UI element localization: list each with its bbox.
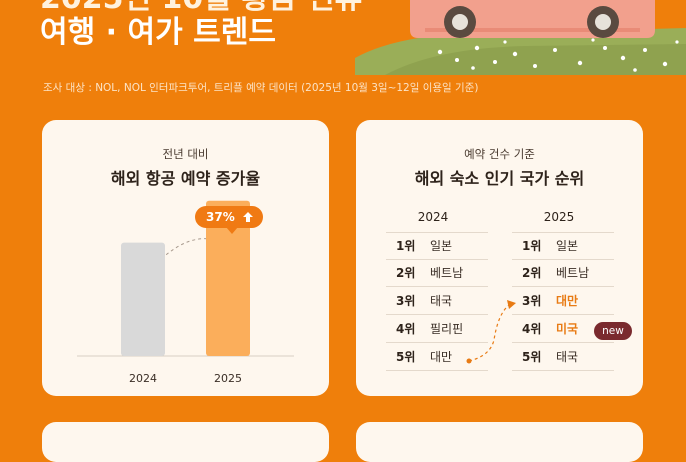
survey-source-note: 조사 대상 : NOL, NOL 인터파크투어, 트리플 예약 데이터 (202… <box>43 82 479 94</box>
rank-country: 필리핀 <box>430 322 464 336</box>
rank-year-2024: 2024 <box>417 210 449 224</box>
growth-percent-badge: 37% <box>195 206 263 228</box>
rank-country: 베트남 <box>430 266 464 280</box>
bar-label-2024: 2024 <box>129 372 157 385</box>
rank-country: 베트남 <box>556 266 590 280</box>
bottom-left-card <box>42 422 329 462</box>
rank-number: 3위 <box>522 294 542 308</box>
flight-growth-bar-chart: 2024 2025 <box>77 200 294 385</box>
flight-card-title: 해외 항공 예약 증가율 <box>110 169 261 188</box>
rank-country: 일본 <box>430 239 453 253</box>
badge-pointer <box>226 227 238 234</box>
rank-number: 4위 <box>396 322 416 336</box>
rank-row: 1위 일본 <box>386 232 488 260</box>
rank-number: 1위 <box>522 239 542 253</box>
rank-change-arrow <box>466 300 516 364</box>
rank-country: 대만 <box>556 294 579 308</box>
rank-number: 4위 <box>522 322 542 336</box>
rank-year-2025: 2025 <box>543 210 575 224</box>
up-arrow-icon <box>243 212 253 222</box>
bottom-right-card <box>356 422 643 462</box>
car-meadow-illustration <box>355 0 686 75</box>
rank-row: 4위 필리핀 <box>386 316 488 343</box>
rank-row: 3위 태국 <box>386 288 488 315</box>
flight-growth-card: 전년 대비 해외 항공 예약 증가율 2024 2025 37% <box>42 120 329 396</box>
hotel-card-title: 해외 숙소 인기 국가 순위 <box>414 169 585 188</box>
hero-title-line1: 2025년 10월 황금 연휴 <box>40 0 362 16</box>
hotel-ranking-card: 예약 건수 기준 해외 숙소 인기 국가 순위 2024 1위 일본 2위 베트남 3위 태… <box>356 120 643 396</box>
rank-number: 3위 <box>396 294 416 308</box>
rank-row: 5위 태국 <box>512 344 614 371</box>
rank-number: 5위 <box>522 350 542 364</box>
rank-number: 1위 <box>396 239 416 253</box>
bar-2024 <box>121 242 165 356</box>
rank-number: 5위 <box>396 350 416 364</box>
rank-row: 5위 대만 <box>386 344 488 371</box>
rank-row: 4위 미국 <box>512 316 614 343</box>
flight-card-subtitle: 전년 대비 <box>162 147 209 161</box>
growth-percent-value: 37% <box>206 210 235 224</box>
rank-row: 2위 베트남 <box>512 260 614 287</box>
rank-row: 1위 일본 <box>512 232 614 260</box>
hero-banner: 2025년 10월 황금 연휴 여행 · 여가 트렌드 <box>0 0 686 75</box>
rank-country: 미국 <box>556 322 579 336</box>
rank-number: 2위 <box>396 266 416 280</box>
bar-label-2025: 2025 <box>214 372 242 385</box>
rank-country: 태국 <box>430 294 453 308</box>
rank-row: 2위 베트남 <box>386 260 488 287</box>
bar-2025 <box>206 200 250 356</box>
new-badge: new <box>594 322 632 340</box>
hotel-card-subtitle: 예약 건수 기준 <box>464 147 535 161</box>
rank-number: 2위 <box>522 266 542 280</box>
rank-country: 태국 <box>556 350 579 364</box>
rank-country: 일본 <box>556 239 579 253</box>
hero-title-line2: 여행 · 여가 트렌드 <box>40 15 276 50</box>
rank-country: 대만 <box>430 350 453 364</box>
rank-row: 3위 대만 <box>512 288 614 315</box>
